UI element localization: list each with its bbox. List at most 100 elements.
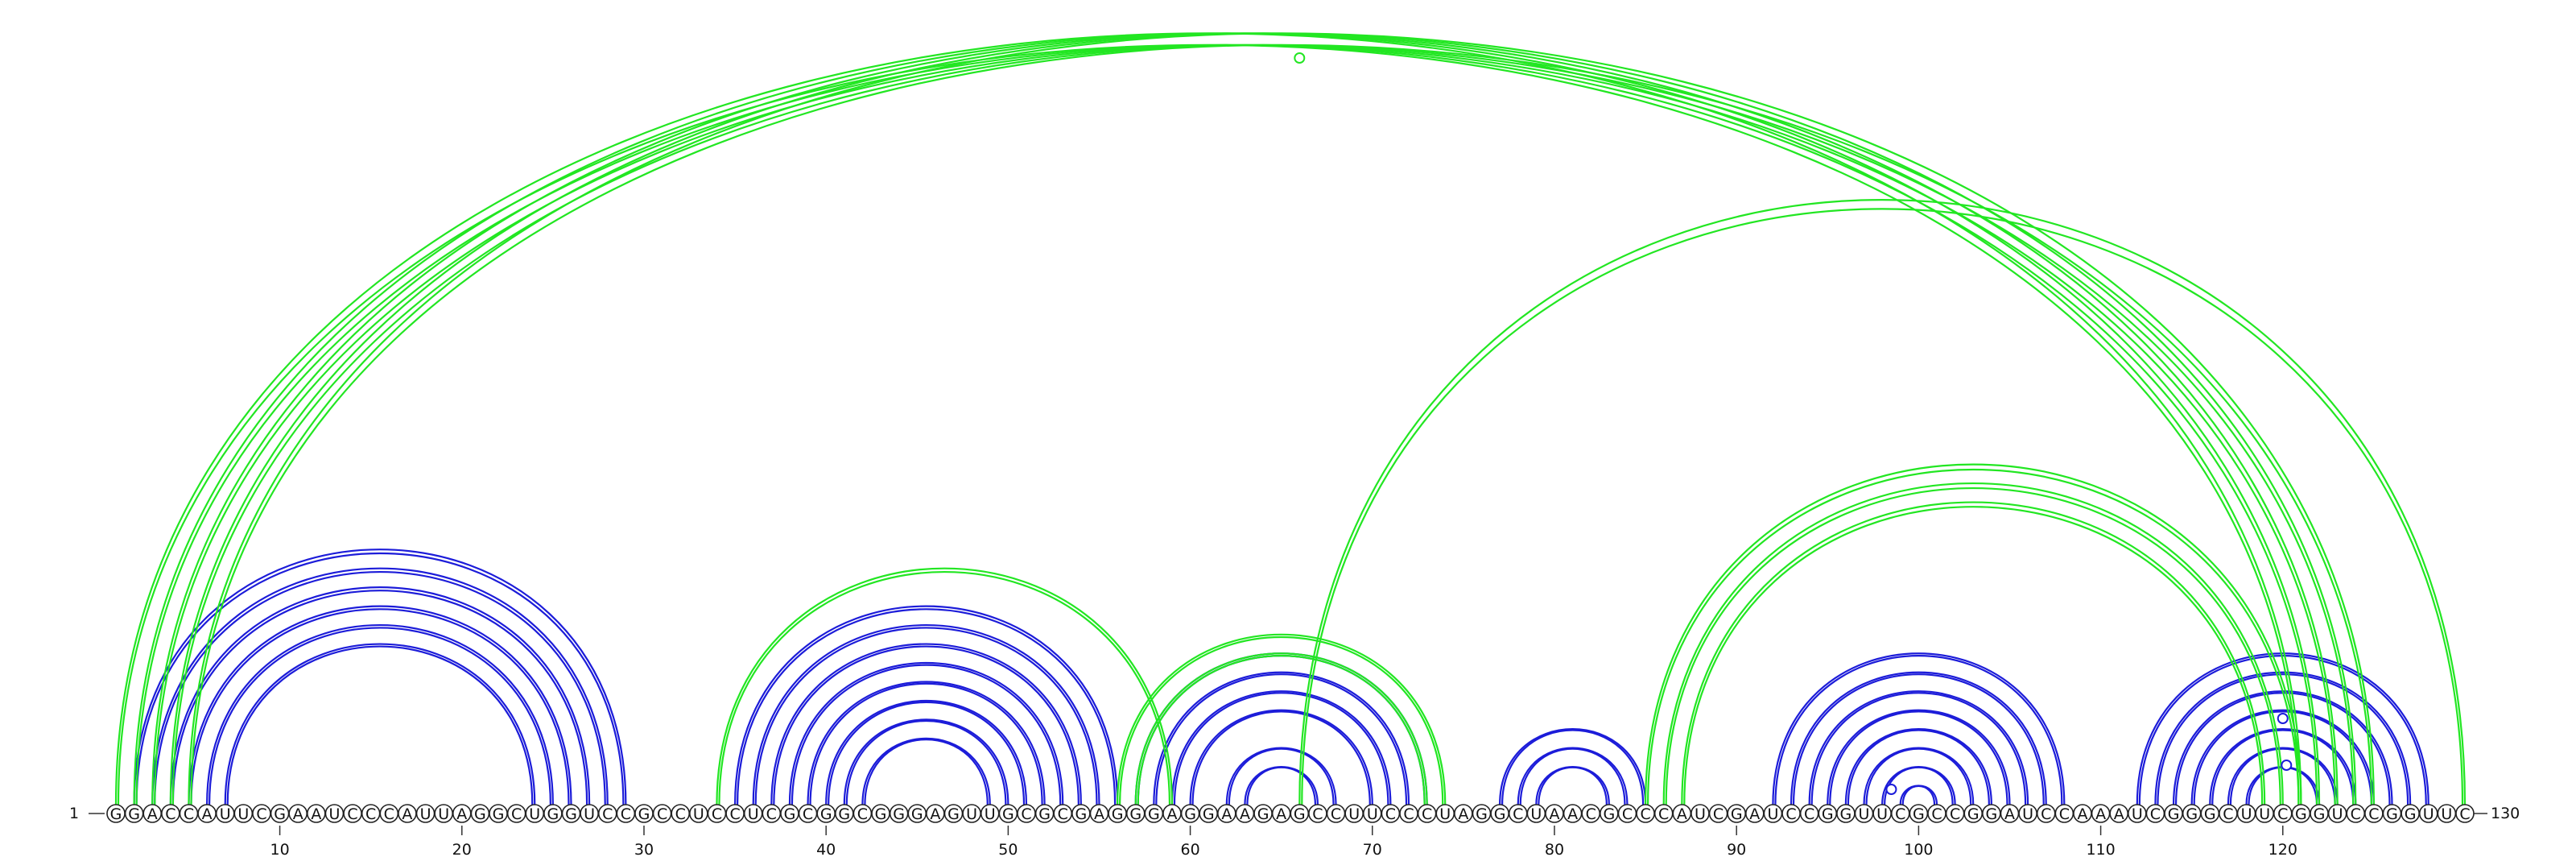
markers-layer <box>1294 52 2293 795</box>
base-letter: A <box>1276 805 1286 823</box>
base-letter: G <box>838 805 850 823</box>
pair-arc-inner-34-59 <box>718 571 1171 805</box>
base-letter: G <box>1476 805 1488 823</box>
base-99: C <box>1890 804 1910 823</box>
pair-arc-inner-116-124 <box>2211 729 2355 805</box>
base-letter: G <box>1184 805 1196 823</box>
pair-arc-62-68 <box>1225 747 1337 805</box>
base-123: U <box>2327 804 2347 823</box>
base-3: A <box>142 804 163 823</box>
base-letter: A <box>1221 805 1232 823</box>
base-letter: G <box>1913 805 1925 823</box>
base-114: G <box>2164 804 2183 823</box>
base-letter: C <box>1021 805 1031 823</box>
base-10: G <box>270 804 290 823</box>
tick-label: 110 <box>2086 841 2115 857</box>
base-letter: U <box>438 805 449 823</box>
base-letter: U <box>328 805 340 823</box>
base-letter: C <box>712 805 722 823</box>
base-78: C <box>1508 804 1528 823</box>
base-107: C <box>2036 804 2056 823</box>
tick-label: 120 <box>2268 841 2297 857</box>
base-59: A <box>1162 804 1182 823</box>
base-letter: G <box>911 805 923 823</box>
pair-arc-4-124 <box>169 32 2357 805</box>
base-112: U <box>2128 804 2147 823</box>
base-94: C <box>1799 804 1819 823</box>
base-letter: U <box>2259 805 2270 823</box>
tick-label: 100 <box>1904 841 1933 857</box>
base-128: U <box>2418 804 2438 823</box>
base-41: G <box>835 804 854 823</box>
base-letter: G <box>1148 805 1160 823</box>
base-60: G <box>1180 804 1200 823</box>
pair-arc-inner-2-29 <box>135 552 625 805</box>
base-letter: C <box>1403 805 1414 823</box>
pair-arc-5-26 <box>188 605 572 805</box>
base-73: C <box>1417 804 1437 823</box>
pair-arc-inner-97-103 <box>1865 747 1972 805</box>
pair-arc-66-130 <box>1298 199 2467 805</box>
base-63: A <box>1235 804 1255 823</box>
pair-arc-inner-42-49 <box>864 739 989 805</box>
base-68: C <box>1326 804 1346 823</box>
base-2: G <box>124 804 144 823</box>
base-66: G <box>1290 804 1310 823</box>
base-90: G <box>1727 804 1746 823</box>
pair-arc-57-73 <box>1134 652 1428 805</box>
base-130: C <box>2455 804 2475 823</box>
ticks-layer: 10 20 30 40 50 60 70 80 90 100 110 120 <box>270 826 2297 857</box>
base-letter: G <box>1494 805 1506 823</box>
base-letter: G <box>1257 805 1269 823</box>
base-letter: C <box>1640 805 1650 823</box>
tick-label: 40 <box>816 841 836 857</box>
base-40: G <box>816 804 836 823</box>
base-103: G <box>1963 804 1984 823</box>
base-letter: C <box>1586 805 1596 823</box>
base-44: G <box>889 804 909 823</box>
base-92: U <box>1763 804 1783 823</box>
base-letter: G <box>2295 805 2307 823</box>
pair-arc-inner-5-125 <box>190 43 2372 805</box>
pair-arc-inner-36-55 <box>754 627 1098 805</box>
base-letter: G <box>110 805 122 823</box>
base-82: C <box>1581 804 1601 823</box>
pair-arc-inner-77-85 <box>1501 729 1645 805</box>
base-letter: C <box>365 805 376 823</box>
base-39: C <box>798 804 818 823</box>
base-21: G <box>470 804 490 823</box>
base-letter: G <box>820 805 832 823</box>
base-1: G <box>106 804 126 823</box>
base-4: C <box>161 804 180 823</box>
base-letter: C <box>2059 805 2070 823</box>
base-letter: A <box>1677 805 1687 823</box>
base-letter: C <box>1950 805 1960 823</box>
arcs-layer <box>114 32 2467 805</box>
pair-arc-63-67 <box>1244 766 1319 805</box>
base-letter: C <box>384 805 394 823</box>
base-91: A <box>1745 804 1765 823</box>
base-letter: A <box>2077 805 2087 823</box>
pair-arc-inner-41-50 <box>845 719 1007 805</box>
base-letter: C <box>1422 805 1432 823</box>
pair-arc-7-24 <box>224 643 536 805</box>
base-letter: A <box>456 805 467 823</box>
base-19: U <box>434 804 453 823</box>
base-122: G <box>2310 804 2329 823</box>
base-letter: C <box>1713 805 1724 823</box>
pair-arc-inner-79-83 <box>1538 766 1608 805</box>
base-109: A <box>2073 804 2092 823</box>
base-34: C <box>707 804 727 823</box>
pair-arc-inner-87-119 <box>1683 506 2264 805</box>
pair-arc-inner-63-67 <box>1246 766 1317 805</box>
base-letter: C <box>602 805 613 823</box>
base-95: G <box>1818 804 1838 823</box>
base-letter: A <box>402 805 412 823</box>
base-letter: G <box>493 805 505 823</box>
base-26: G <box>561 804 581 823</box>
tick-label: 60 <box>1180 841 1199 857</box>
base-letter: U <box>693 805 704 823</box>
base-letter: A <box>1166 805 1177 823</box>
pair-arc-inner-94-106 <box>1810 692 2027 805</box>
base-letter: G <box>893 805 905 823</box>
